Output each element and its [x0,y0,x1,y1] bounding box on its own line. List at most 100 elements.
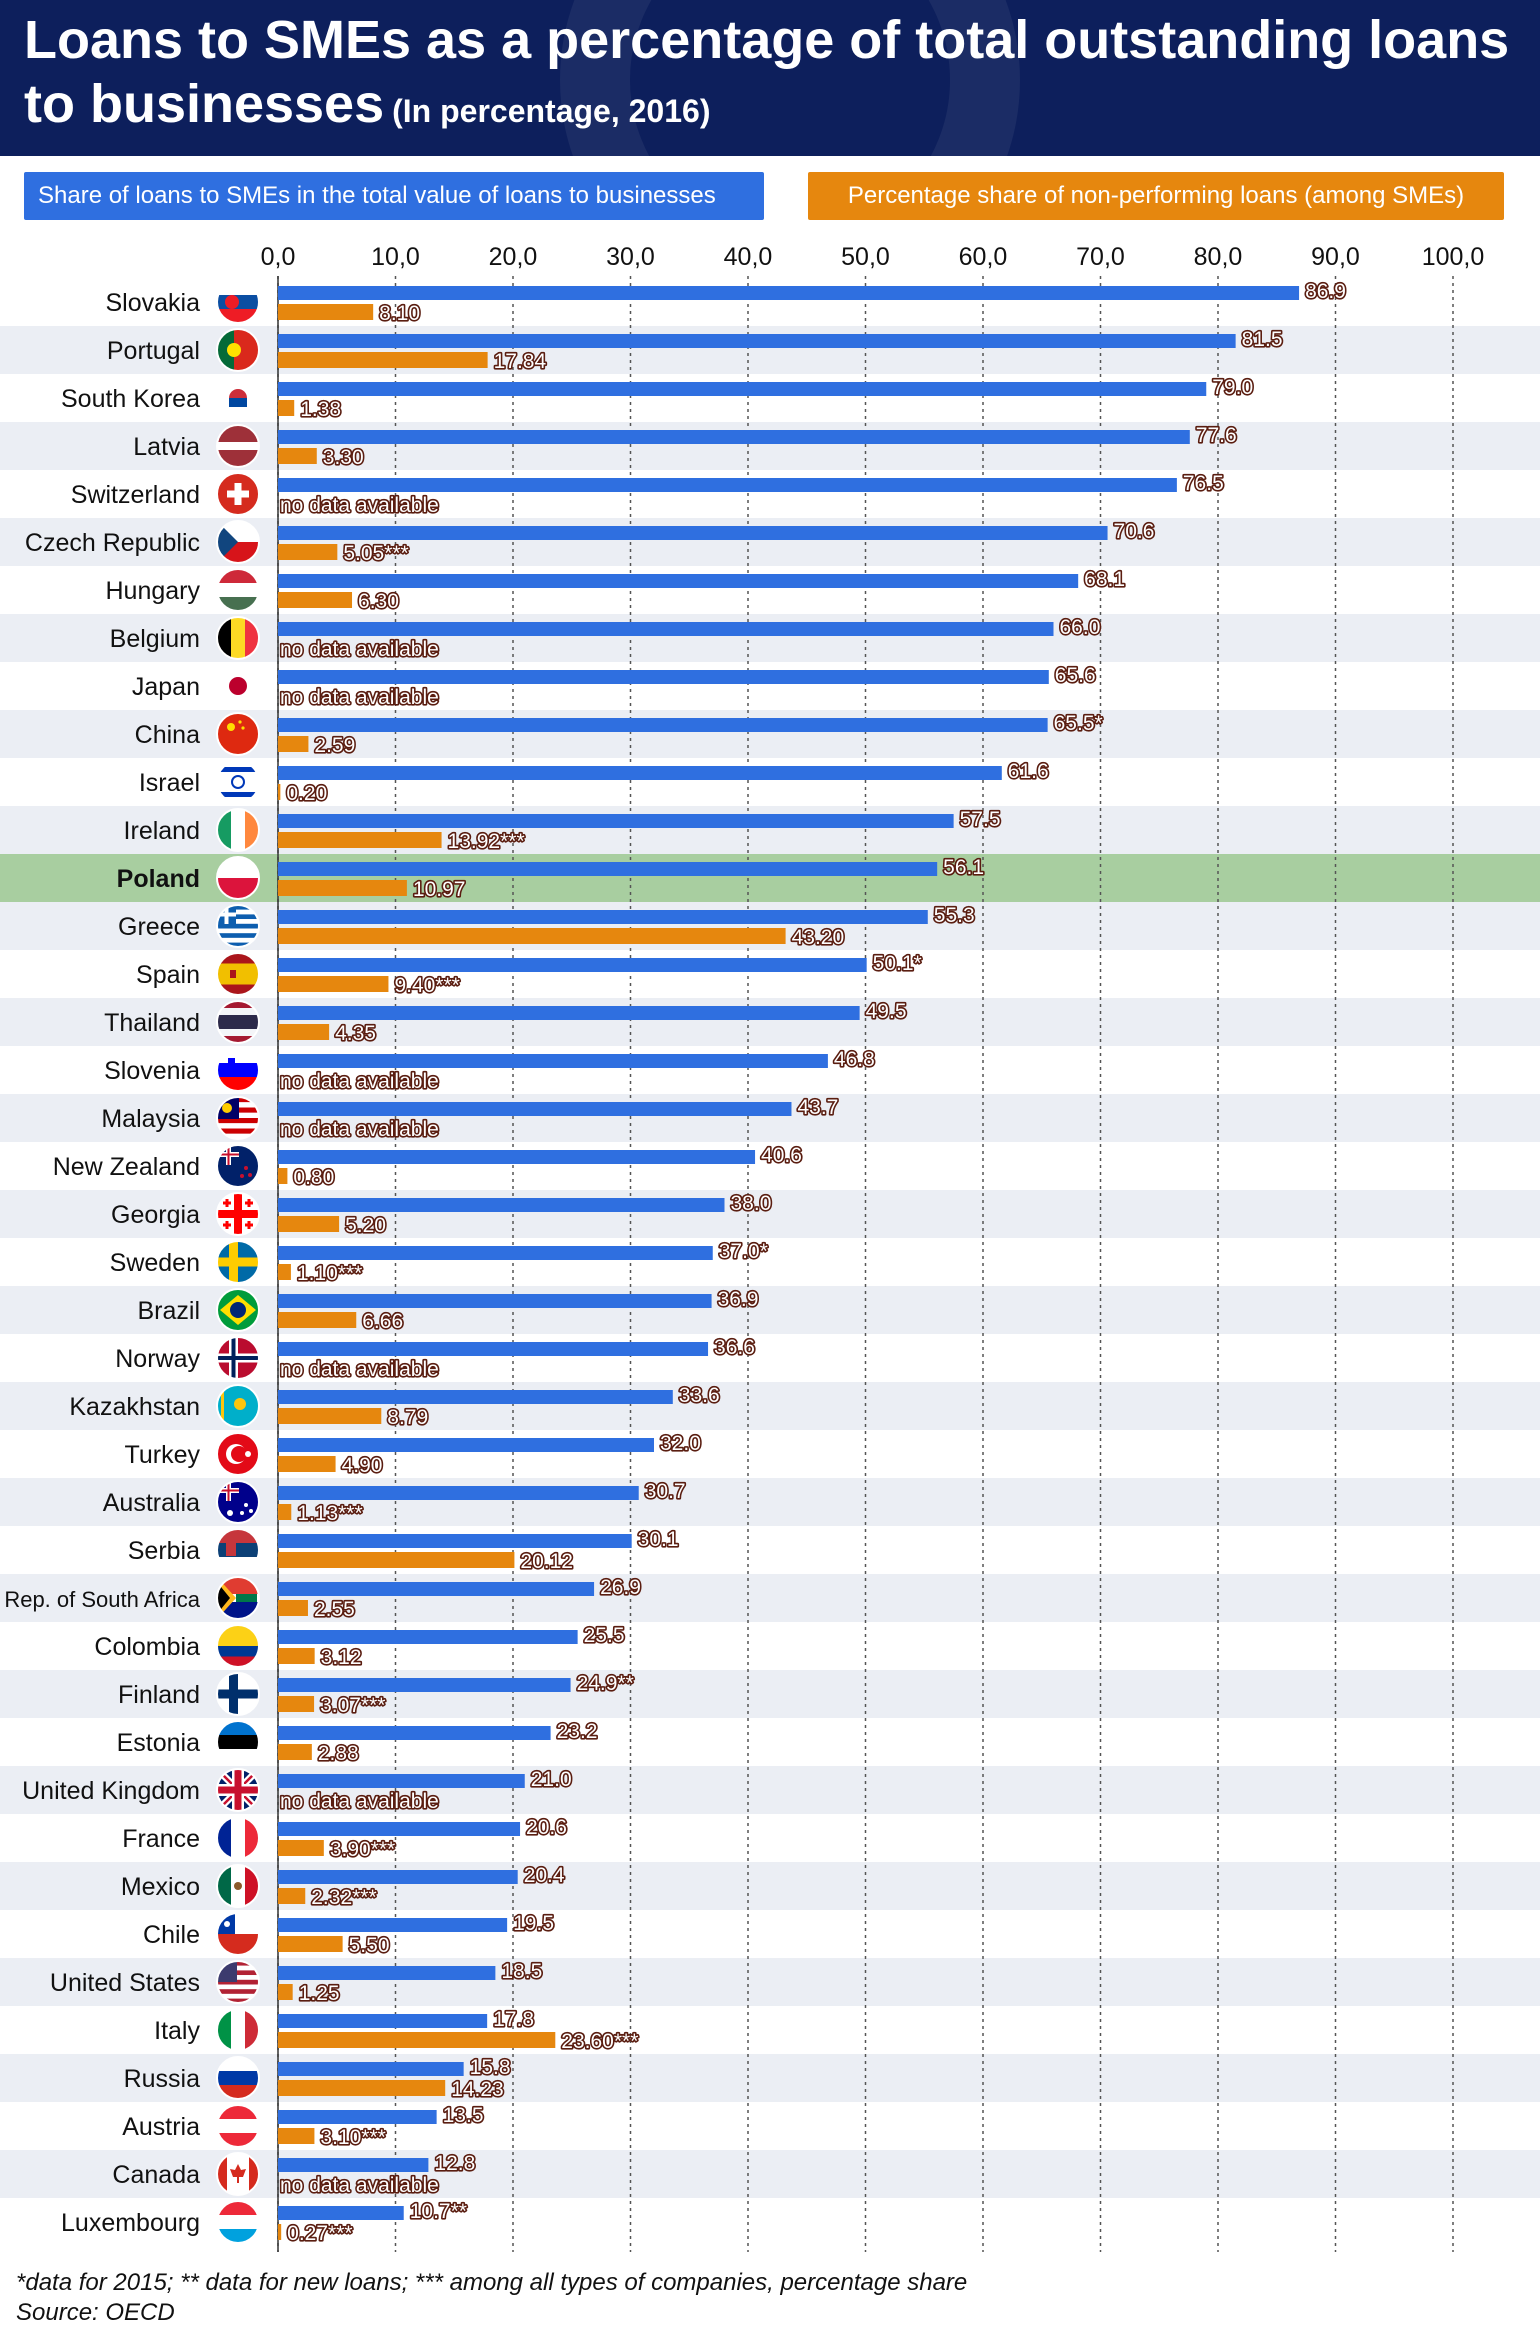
sme-bar [278,718,1048,732]
sme-value-label: 23.2 [557,1720,598,1743]
united-states-flag [216,1960,260,2004]
country-label: Kazakhstan [69,1393,200,1421]
npl-value-label: 0.80 [293,1166,334,1189]
npl-value-label: 5.20 [345,1214,386,1237]
x-tick-label: 0,0 [261,243,296,271]
thailand-flag [216,1000,260,1044]
sme-bar [278,1246,713,1260]
sme-bar [278,814,954,828]
turkey-flag [216,1432,260,1476]
russia-flag [216,2056,260,2100]
npl-value-label: 1.13*** [297,1502,362,1525]
npl-value-label: 3.90*** [330,1838,395,1861]
brazil-flag [216,1288,260,1332]
npl-value-label: 3.07*** [320,1694,385,1717]
sme-bar [278,958,867,972]
malaysia-flag [216,1096,260,1140]
npl-bar [278,880,407,896]
title-text: Loans to SMEs as a percentage of total o… [24,10,1510,134]
austria-flag [216,2104,260,2148]
country-label: Mexico [121,1873,200,1901]
npl-bar [278,784,281,800]
x-tick-label: 10,0 [371,243,420,271]
npl-value-label: 8.10 [379,302,420,325]
sme-value-label: 17.8 [493,2008,534,2031]
no-data-label: no data available [280,1118,439,1141]
legend-blue: Share of loans to SMEs in the total valu… [24,172,764,220]
header-decoration [560,0,1020,156]
new-zealand-flag [216,1144,260,1188]
x-tick-label: 60,0 [959,243,1008,271]
united-kingdom-flag [216,1768,260,1812]
npl-value-label: 5.05*** [343,542,408,565]
latvia-flag [216,424,260,468]
sme-bar [278,910,928,924]
sme-bar [278,286,1300,300]
x-tick-label: 50,0 [841,243,890,271]
kazakhstan-flag [216,1384,260,1428]
npl-bar [278,1552,515,1568]
israel-flag [216,760,260,804]
npl-bar [278,544,338,560]
sme-bar [278,1054,828,1068]
sme-bar [278,1582,595,1596]
country-label: Japan [132,673,200,701]
npl-value-label: 1.10*** [297,1262,362,1285]
sme-value-label: 18.5 [501,1960,542,1983]
country-label: Sweden [110,1249,200,1277]
npl-bar [278,2032,556,2048]
npl-bar [278,448,317,464]
country-label: South Korea [61,385,200,413]
luxembourg-flag [216,2200,260,2244]
country-label: Czech Republic [25,529,200,557]
country-label: France [122,1825,200,1853]
sme-bar [278,1678,571,1692]
npl-bar [278,1744,312,1760]
source: Source: OECD [16,2299,175,2326]
sweden-flag [216,1240,260,1284]
greece-flag [216,904,260,948]
npl-value-label: 1.38 [300,398,341,421]
sme-bar [278,1390,673,1404]
sme-value-label: 33.6 [679,1384,720,1407]
npl-value-label: 10.97 [413,878,466,901]
australia-flag [216,1480,260,1524]
country-label: Georgia [111,1201,200,1229]
sme-value-label: 15.8 [470,2056,511,2079]
sme-value-label: 77.6 [1196,424,1237,447]
sme-bar [278,382,1207,396]
sme-bar [278,2206,404,2220]
country-label: Greece [118,913,200,941]
switzerland-flag [216,472,260,516]
chile-flag [216,1912,260,1956]
npl-value-label: 13.92*** [448,830,525,853]
sme-bar [278,1822,521,1836]
country-label: Finland [118,1681,200,1709]
country-label: Canada [112,2161,200,2189]
sme-bar [278,1774,525,1788]
x-tick-label: 40,0 [724,243,773,271]
sme-bar [278,1630,578,1644]
sme-bar [278,1198,725,1212]
sme-value-label: 20.6 [526,1816,567,1839]
npl-bar [278,2080,446,2096]
country-label: United States [50,1969,200,1997]
npl-value-label: 5.50 [349,1934,390,1957]
npl-bar [278,1456,336,1472]
country-label: Israel [139,769,200,797]
sme-bar [278,2014,488,2028]
norway-flag [216,1336,260,1380]
npl-value-label: 2.32*** [311,1886,376,1909]
spain-flag [216,952,260,996]
country-label: Slovakia [106,289,201,317]
no-data-label: no data available [280,638,439,661]
no-data-label: no data available [280,1070,439,1093]
x-tick-label: 90,0 [1311,243,1360,271]
npl-bar [278,736,309,752]
x-tick-label: 100,0 [1422,243,1485,271]
georgia-flag [216,1192,260,1236]
sme-bar [278,1438,654,1452]
npl-value-label: 0.20 [286,782,327,805]
slovakia-flag [216,280,260,324]
colombia-flag [216,1624,260,1668]
